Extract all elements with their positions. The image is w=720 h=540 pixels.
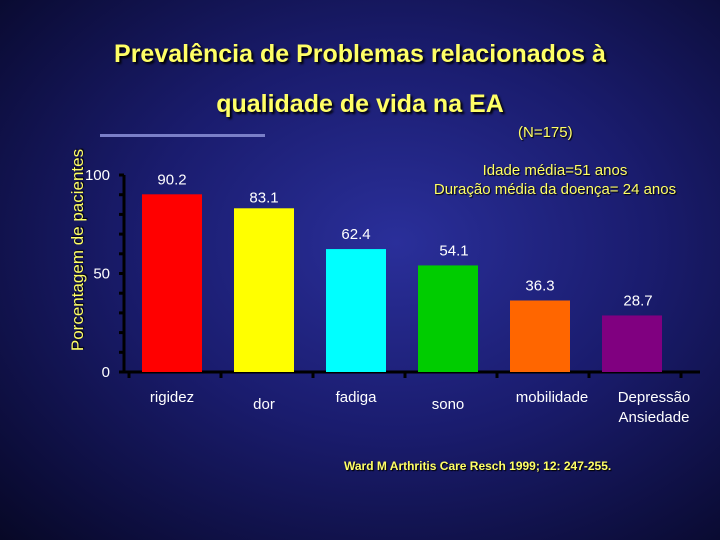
bar — [142, 194, 202, 372]
title-divider — [100, 134, 265, 137]
category-label: rigidez — [150, 389, 194, 406]
demographics-note: Idade média=51 anos Duração média da doe… — [420, 161, 690, 199]
bar — [234, 208, 294, 372]
bar-value-label: 28.7 — [623, 292, 652, 309]
chart-title-line-1: Prevalência de Problemas relacionados à — [114, 40, 606, 68]
bar-value-label: 83.1 — [249, 189, 278, 206]
y-tick-label: 0 — [102, 364, 110, 381]
labels-layer: 90.2 rigidez 83.1 dor 62.4 fadiga 54.1 sono 36.3… — [150, 171, 690, 426]
bar-value-label: 62.4 — [341, 226, 370, 243]
bar — [326, 249, 386, 372]
bar-value-label: 54.1 — [439, 242, 468, 259]
category-label: mobilidade — [516, 389, 589, 406]
y-tick-label: 100 — [85, 167, 110, 184]
category-label: Ansiedade — [619, 409, 690, 426]
bar — [510, 300, 570, 372]
source-citation: Ward M Arthritis Care Resch 1999; 12: 24… — [344, 459, 612, 473]
mean-age-text: Idade média=51 anos — [482, 162, 628, 179]
category-label: fadiga — [336, 389, 378, 406]
chart-title-line-2: qualidade de vida na EA — [216, 90, 504, 118]
category-label: Depressão — [618, 389, 691, 406]
bar — [602, 315, 662, 372]
bar-value-label: 36.3 — [525, 277, 554, 294]
bar-value-label: 90.2 — [157, 171, 186, 188]
y-tick-label: 50 — [93, 266, 110, 283]
bar — [418, 265, 478, 372]
category-label: dor — [253, 396, 275, 413]
category-label: sono — [432, 396, 465, 413]
bars-layer — [142, 194, 662, 372]
sample-size-note: (N=175) — [518, 124, 573, 141]
mean-duration-text: Duração média da doença= 24 anos — [433, 181, 677, 198]
